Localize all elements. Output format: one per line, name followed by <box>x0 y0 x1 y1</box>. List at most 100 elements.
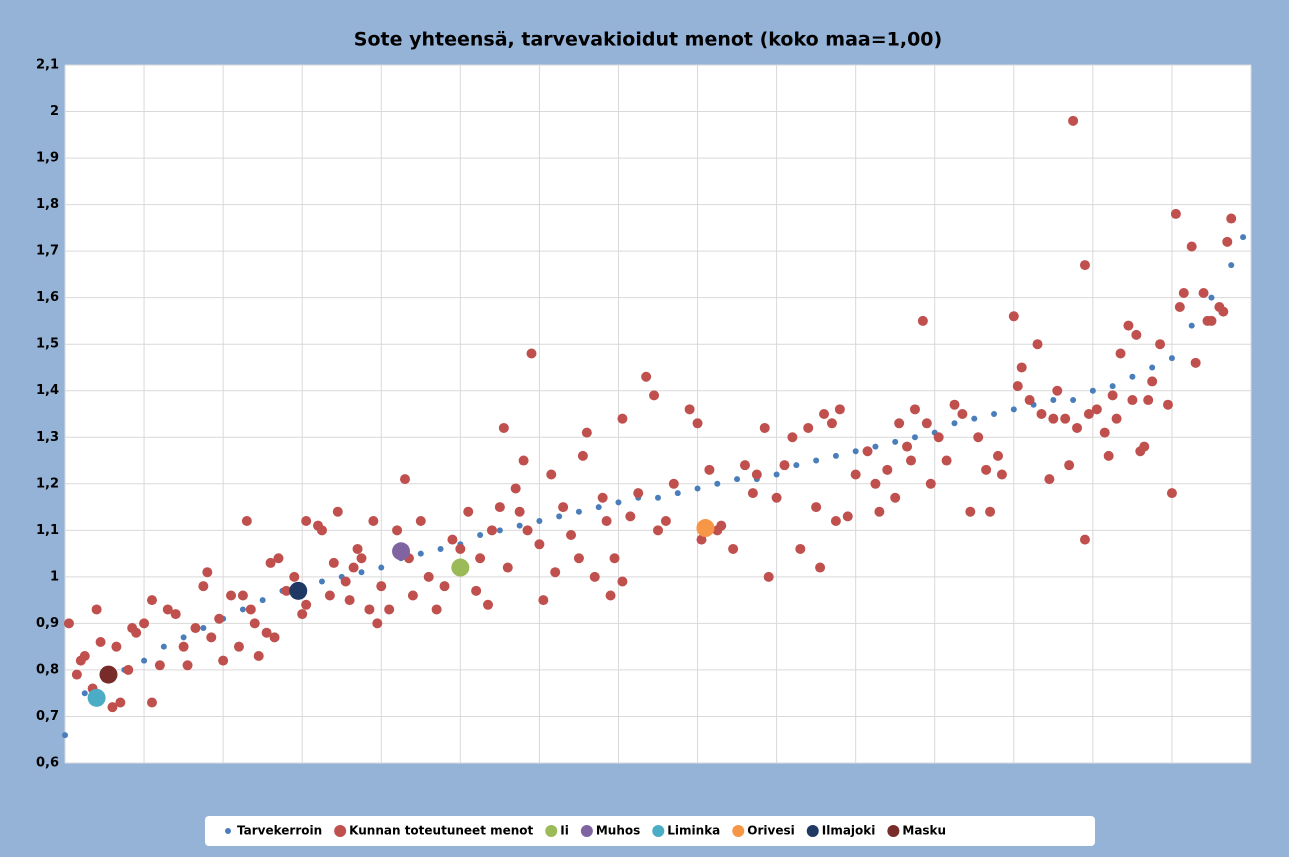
point <box>832 452 839 459</box>
point <box>190 623 201 634</box>
point <box>259 597 266 604</box>
point <box>123 664 134 675</box>
point <box>1072 422 1083 433</box>
point <box>951 420 958 427</box>
point <box>872 443 879 450</box>
point <box>1240 234 1247 241</box>
point <box>550 567 561 578</box>
point <box>178 641 189 652</box>
point <box>206 632 217 643</box>
point <box>949 399 960 410</box>
point <box>882 464 893 475</box>
y-tick-label: 1,2 <box>36 476 59 491</box>
plot-area <box>65 65 1251 763</box>
legend-label: Muhos <box>596 824 640 838</box>
point <box>1123 320 1134 331</box>
legend-label: Tarvekerroin <box>237 824 322 838</box>
point <box>819 409 830 419</box>
point <box>1089 387 1096 394</box>
point <box>1099 427 1110 438</box>
point <box>415 516 426 527</box>
point <box>154 660 165 671</box>
point <box>265 557 276 568</box>
point <box>536 518 543 525</box>
point <box>141 657 148 664</box>
point <box>941 455 952 466</box>
point <box>1218 306 1229 317</box>
point <box>368 516 379 527</box>
y-tick-label: 1,1 <box>36 523 59 538</box>
point <box>965 506 976 517</box>
point <box>289 581 308 600</box>
point <box>779 460 790 471</box>
point <box>870 478 881 489</box>
point <box>162 604 173 615</box>
point <box>1115 348 1126 359</box>
point <box>996 469 1007 480</box>
point <box>455 543 466 554</box>
point <box>971 415 978 422</box>
point <box>1103 450 1114 461</box>
point <box>813 457 820 464</box>
legend-box <box>205 816 1095 846</box>
point <box>862 446 873 457</box>
point <box>1155 339 1166 350</box>
point <box>933 432 944 443</box>
point <box>423 571 434 582</box>
point <box>649 390 660 401</box>
point <box>787 432 798 443</box>
y-tick-label: 0,8 <box>36 662 59 677</box>
point <box>1188 322 1195 329</box>
point <box>1168 355 1175 362</box>
y-tick-label: 1 <box>50 569 59 584</box>
point <box>925 478 936 489</box>
legend-marker <box>225 828 231 834</box>
point <box>131 627 142 638</box>
point <box>139 618 150 629</box>
point <box>1139 441 1150 452</box>
point <box>494 502 505 513</box>
point <box>892 438 899 445</box>
point <box>601 516 612 527</box>
y-tick-label: 1,8 <box>36 197 59 212</box>
point <box>111 641 122 652</box>
point <box>392 525 403 536</box>
point <box>1070 397 1077 404</box>
point <box>1079 260 1090 271</box>
legend-marker <box>887 825 900 837</box>
point <box>985 506 996 517</box>
point <box>1206 315 1217 326</box>
point <box>233 641 244 652</box>
point <box>180 634 187 641</box>
point <box>269 632 280 643</box>
y-tick-label: 1,9 <box>36 151 59 166</box>
point <box>615 499 622 506</box>
point <box>902 441 913 452</box>
point <box>1178 288 1189 299</box>
point <box>1083 409 1094 419</box>
point <box>99 665 118 684</box>
point <box>498 422 509 433</box>
point <box>716 520 727 531</box>
point <box>198 581 209 592</box>
point <box>1190 357 1201 368</box>
point <box>352 543 363 554</box>
point <box>200 625 207 632</box>
point <box>514 506 525 517</box>
point <box>1109 383 1116 390</box>
point <box>1147 376 1158 387</box>
point <box>301 516 312 527</box>
point <box>595 504 602 511</box>
legend-label: Kunnan toteutuneet menot <box>349 824 533 838</box>
point <box>502 562 513 573</box>
point <box>581 427 592 438</box>
point <box>328 557 339 568</box>
point <box>518 455 529 466</box>
point <box>483 599 494 610</box>
point <box>1174 301 1185 312</box>
y-tick-label: 0,6 <box>36 756 59 771</box>
point <box>417 550 424 557</box>
point <box>91 604 102 615</box>
point <box>909 404 920 415</box>
point <box>751 469 762 480</box>
